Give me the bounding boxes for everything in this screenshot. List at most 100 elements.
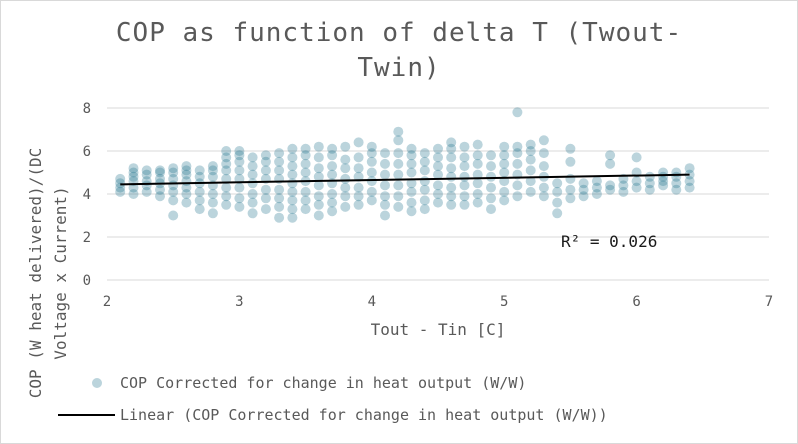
data-point [247, 169, 258, 180]
data-point [247, 197, 258, 208]
data-point [565, 156, 576, 167]
data-point [300, 167, 311, 178]
data-point [618, 186, 629, 197]
data-point [313, 163, 324, 174]
y-tick-label: 0 [83, 273, 91, 289]
data-point [472, 158, 483, 169]
data-point [486, 204, 496, 215]
data-point [287, 178, 298, 189]
data-point [591, 182, 602, 193]
data-point [207, 171, 218, 182]
data-point [327, 197, 338, 208]
data-point [155, 173, 165, 184]
data-point [433, 152, 443, 163]
data-point [313, 191, 324, 202]
data-point [287, 195, 298, 206]
data-point [459, 141, 470, 152]
data-point [234, 150, 245, 161]
data-point [419, 204, 430, 215]
data-point [141, 165, 152, 176]
data-point [393, 169, 404, 180]
data-point [380, 158, 390, 169]
data-point [181, 182, 192, 193]
data-point [221, 182, 232, 193]
data-point [512, 180, 523, 191]
data-point [459, 171, 470, 182]
data-point [313, 180, 324, 191]
data-point [221, 191, 232, 202]
data-point [393, 158, 404, 169]
data-point [406, 178, 417, 189]
data-point [406, 143, 417, 154]
data-point [538, 191, 549, 202]
data-point [658, 180, 669, 191]
data-point [486, 161, 496, 172]
x-tick-label: 6 [632, 294, 640, 310]
data-point [155, 165, 165, 176]
data-point [207, 165, 218, 176]
data-point [419, 165, 430, 176]
data-point [287, 204, 298, 215]
data-point [155, 191, 165, 202]
data-point [419, 148, 430, 159]
data-point [684, 176, 695, 187]
data-point [366, 176, 377, 187]
x-tick-labels: 2 3 4 5 6 7 [103, 294, 773, 310]
data-point [300, 158, 311, 169]
data-point [565, 143, 576, 154]
data-point [313, 141, 324, 152]
data-point [274, 148, 285, 159]
data-point [194, 204, 205, 215]
data-point [287, 169, 298, 180]
data-point [472, 139, 483, 150]
x-tick-label: 7 [765, 294, 773, 310]
data-point [168, 186, 179, 197]
data-point [552, 208, 563, 219]
data-point [578, 178, 589, 189]
data-point [353, 191, 364, 202]
data-point [433, 161, 443, 172]
data-point [671, 178, 682, 189]
data-point [578, 191, 589, 202]
y-tick-label: 6 [83, 144, 91, 160]
data-point [260, 204, 271, 215]
data-point [300, 204, 311, 215]
data-point [486, 171, 496, 182]
data-point [327, 150, 338, 161]
data-point [247, 178, 258, 189]
chart-title-line-1: COP as function of delta T (Twout- [116, 18, 682, 48]
data-point [393, 180, 404, 191]
y-axis-label-line-2: Voltage x Current) [51, 186, 70, 359]
data-point [393, 191, 404, 202]
data-point [446, 199, 457, 210]
data-point [366, 141, 377, 152]
data-point [366, 148, 377, 159]
data-point [446, 171, 457, 182]
data-point [459, 191, 470, 202]
data-point [658, 176, 669, 187]
data-point [287, 186, 298, 197]
data-point [459, 199, 470, 210]
data-point [644, 184, 655, 195]
data-point [380, 169, 390, 180]
x-tick-label: 4 [368, 294, 376, 310]
data-point [260, 184, 271, 195]
data-point [234, 156, 245, 167]
data-point [459, 152, 470, 163]
data-point [512, 148, 523, 159]
data-point [472, 150, 483, 161]
data-point [234, 146, 245, 156]
data-point [234, 201, 245, 212]
data-point [287, 161, 298, 172]
data-point [168, 173, 179, 184]
data-point [115, 173, 126, 184]
data-point [446, 163, 457, 174]
data-point [128, 189, 139, 199]
data-point [168, 210, 179, 221]
data-point [366, 167, 377, 178]
data-point [631, 176, 642, 187]
data-point [671, 167, 682, 178]
data-point [538, 148, 549, 159]
